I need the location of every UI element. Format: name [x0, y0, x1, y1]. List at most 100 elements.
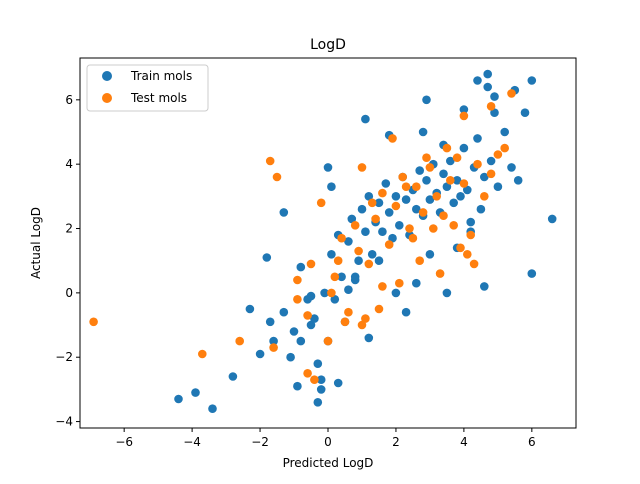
- data-point: [357, 204, 367, 214]
- data-point: [490, 92, 499, 101]
- data-point: [486, 102, 496, 111]
- legend-label-test: Test mols: [130, 91, 187, 105]
- data-point: [344, 285, 353, 295]
- data-point: [459, 179, 469, 188]
- data-point: [354, 256, 363, 266]
- data-point: [269, 343, 278, 352]
- data-point: [520, 108, 530, 117]
- data-point: [463, 185, 472, 195]
- x-tick-label: −6: [115, 435, 133, 449]
- data-point: [391, 192, 401, 201]
- data-point: [452, 153, 462, 162]
- points-layer: [89, 69, 557, 414]
- data-point: [459, 143, 469, 153]
- data-point: [486, 169, 496, 179]
- data-point: [323, 336, 333, 346]
- data-point: [174, 394, 183, 404]
- data-point: [442, 143, 452, 153]
- data-point: [344, 307, 353, 317]
- y-tick-label: −4: [55, 415, 73, 429]
- data-point: [357, 320, 367, 330]
- data-point: [89, 317, 98, 327]
- data-point: [371, 214, 380, 224]
- data-point: [483, 69, 493, 79]
- data-point: [293, 295, 302, 304]
- data-point: [391, 201, 401, 211]
- data-point: [378, 227, 387, 236]
- data-point: [361, 314, 370, 323]
- data-point: [490, 108, 499, 117]
- data-point: [442, 182, 452, 191]
- data-point: [384, 208, 394, 217]
- data-point: [316, 198, 326, 208]
- data-point: [493, 182, 503, 191]
- data-point: [425, 163, 435, 172]
- legend-box: [86, 64, 209, 112]
- data-point: [408, 233, 418, 243]
- data-point: [364, 192, 374, 201]
- data-point: [265, 156, 275, 166]
- data-point: [378, 188, 387, 198]
- data-point: [422, 153, 431, 162]
- data-point: [456, 243, 465, 253]
- data-point: [527, 76, 537, 85]
- data-point: [480, 192, 489, 201]
- x-tick-label: 2: [392, 435, 400, 449]
- data-point: [446, 176, 455, 185]
- y-tick-label: 4: [65, 157, 73, 171]
- y-tick-label: 2: [65, 222, 73, 236]
- data-point: [439, 211, 448, 220]
- data-point: [279, 208, 289, 217]
- data-point: [425, 250, 435, 259]
- series-test: [89, 89, 516, 385]
- data-point: [381, 179, 391, 188]
- data-point: [412, 278, 421, 288]
- data-point: [456, 192, 465, 201]
- data-point: [269, 336, 278, 346]
- legend-marker-test: [102, 93, 112, 103]
- data-point: [476, 204, 486, 214]
- data-point: [473, 159, 482, 169]
- data-point: [327, 288, 336, 298]
- data-point: [374, 198, 384, 208]
- data-point: [333, 256, 343, 266]
- data-point: [388, 233, 397, 243]
- data-point: [272, 172, 282, 182]
- data-point: [466, 217, 476, 227]
- data-point: [412, 204, 421, 214]
- data-point: [435, 269, 445, 278]
- data-point: [388, 134, 397, 143]
- x-axis: −6 −4 −2 0 2 4 6: [115, 428, 536, 449]
- legend: Train mols Test mols: [86, 64, 209, 112]
- data-point: [432, 192, 442, 201]
- data-point: [442, 288, 452, 298]
- data-point: [354, 246, 363, 256]
- data-point: [327, 250, 336, 259]
- x-tick-label: −2: [251, 435, 269, 449]
- data-point: [303, 369, 312, 378]
- data-point: [513, 176, 523, 185]
- data-point: [316, 375, 326, 385]
- x-tick-label: 4: [460, 435, 468, 449]
- data-point: [439, 169, 448, 179]
- data-point: [483, 82, 493, 92]
- data-point: [316, 385, 326, 394]
- data-point: [245, 304, 255, 314]
- data-point: [391, 288, 401, 298]
- data-point: [459, 111, 469, 121]
- data-point: [337, 272, 346, 282]
- data-point: [422, 95, 431, 105]
- data-point: [265, 317, 275, 327]
- data-point: [473, 76, 482, 85]
- data-point: [208, 404, 217, 414]
- data-point: [313, 359, 323, 369]
- data-point: [198, 349, 207, 359]
- y-axis: −4 −2 0 2 4 6: [55, 93, 80, 429]
- data-point: [486, 156, 496, 166]
- data-point: [306, 259, 316, 269]
- data-point: [364, 259, 374, 269]
- data-point: [418, 208, 428, 217]
- data-point: [289, 327, 299, 336]
- data-point: [449, 221, 459, 230]
